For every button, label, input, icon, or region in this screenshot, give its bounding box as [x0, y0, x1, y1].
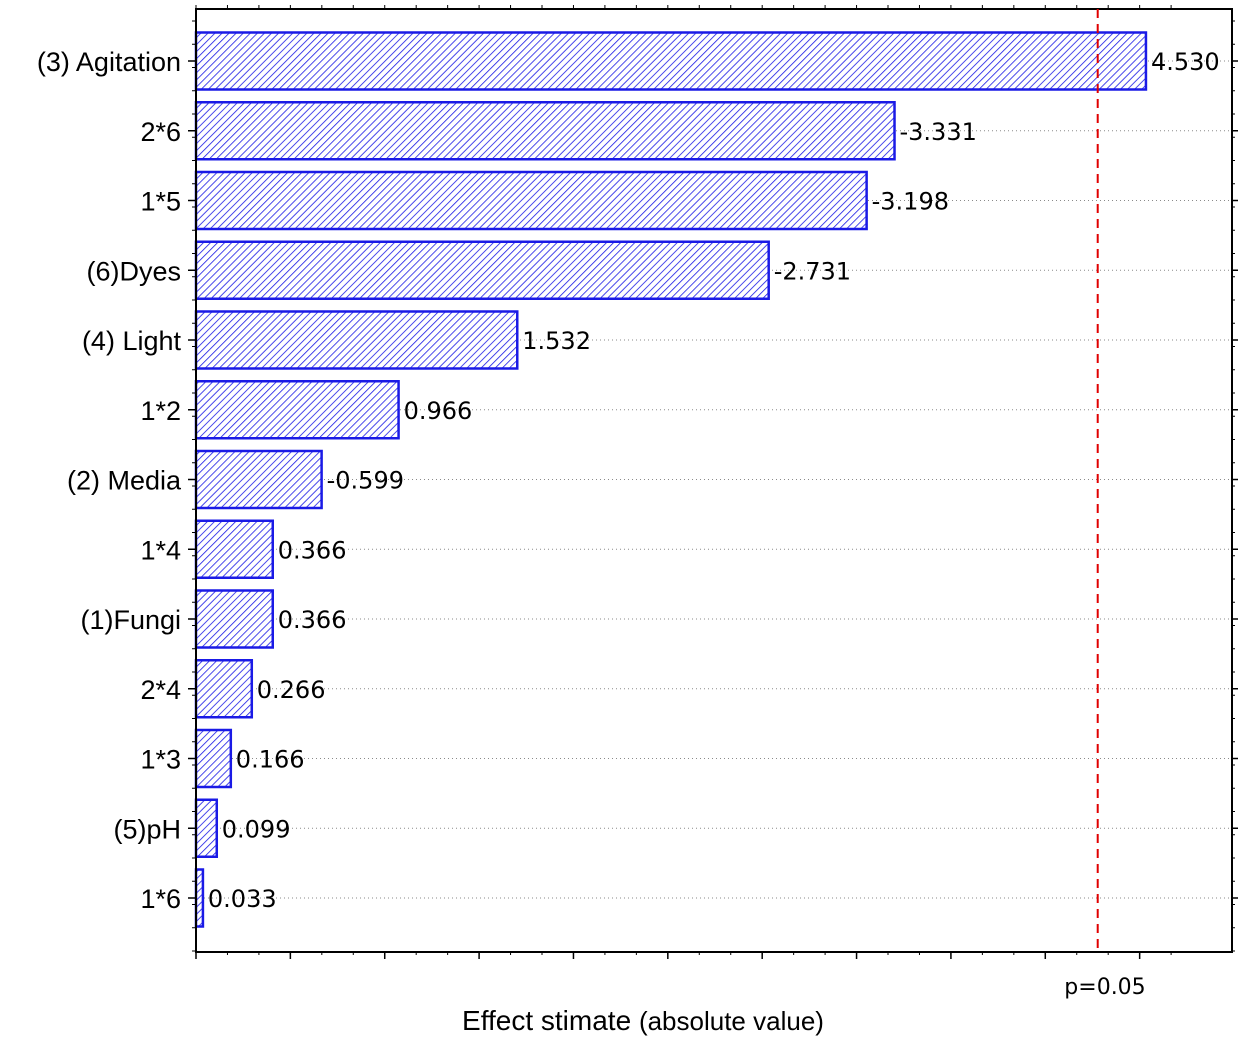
bar-2 — [194, 170, 868, 231]
category-label-11: (5)pH — [113, 814, 181, 844]
x-axis-title: Effect stimate (absolute value) — [462, 1005, 824, 1036]
category-label-0: (3) Agitation — [37, 47, 181, 77]
value-label-8: 0.366 — [278, 606, 347, 634]
x-axis-title-main: Effect stimate — [462, 1005, 631, 1036]
category-label-4: (4) Light — [82, 326, 182, 356]
category-label-6: (2) Media — [67, 466, 182, 496]
category-label-5: 1*2 — [140, 396, 181, 426]
x-axis-title-note: (absolute value) — [639, 1006, 824, 1036]
bar-4 — [194, 310, 519, 370]
bar-8 — [194, 589, 275, 649]
value-label-1: -3.331 — [900, 118, 977, 146]
bar-12 — [194, 868, 205, 928]
bar-6 — [194, 449, 323, 510]
value-label-6: -0.599 — [327, 467, 404, 495]
bar-0 — [194, 31, 1148, 91]
value-label-10: 0.166 — [236, 746, 305, 774]
bar-1 — [194, 101, 896, 161]
value-label-3: -2.731 — [774, 257, 851, 285]
bar-5 — [194, 380, 400, 440]
category-label-7: 1*4 — [140, 535, 181, 565]
labels: 4.530 (3) Agitation -3.331 2*6 -3.198 1*5 -2.7… — [37, 47, 1220, 914]
value-label-2: -3.198 — [872, 188, 949, 216]
bar-7 — [194, 519, 275, 579]
category-label-12: 1*6 — [140, 884, 181, 914]
value-label-9: 0.266 — [257, 676, 326, 704]
category-label-2: 1*5 — [140, 187, 181, 217]
bar-11 — [194, 798, 219, 858]
category-label-10: 1*3 — [140, 745, 181, 775]
bars — [194, 31, 1148, 928]
value-label-4: 1.532 — [522, 327, 591, 355]
significance-label: p=0.05 — [1064, 975, 1145, 1000]
category-label-1: 2*6 — [140, 117, 181, 147]
category-label-8: (1)Fungi — [80, 605, 181, 635]
ticks — [188, 5, 1238, 959]
bar-9 — [194, 659, 254, 719]
bar-10 — [194, 728, 233, 789]
value-label-0: 4.530 — [1151, 48, 1220, 76]
value-label-5: 0.966 — [404, 397, 473, 425]
value-label-12: 0.033 — [208, 885, 277, 913]
category-label-9: 2*4 — [140, 675, 181, 705]
category-label-3: (6)Dyes — [86, 256, 181, 286]
plot-frame — [195, 8, 1233, 953]
value-label-11: 0.099 — [222, 815, 291, 843]
bar-3 — [194, 240, 770, 300]
value-label-7: 0.366 — [278, 536, 347, 564]
